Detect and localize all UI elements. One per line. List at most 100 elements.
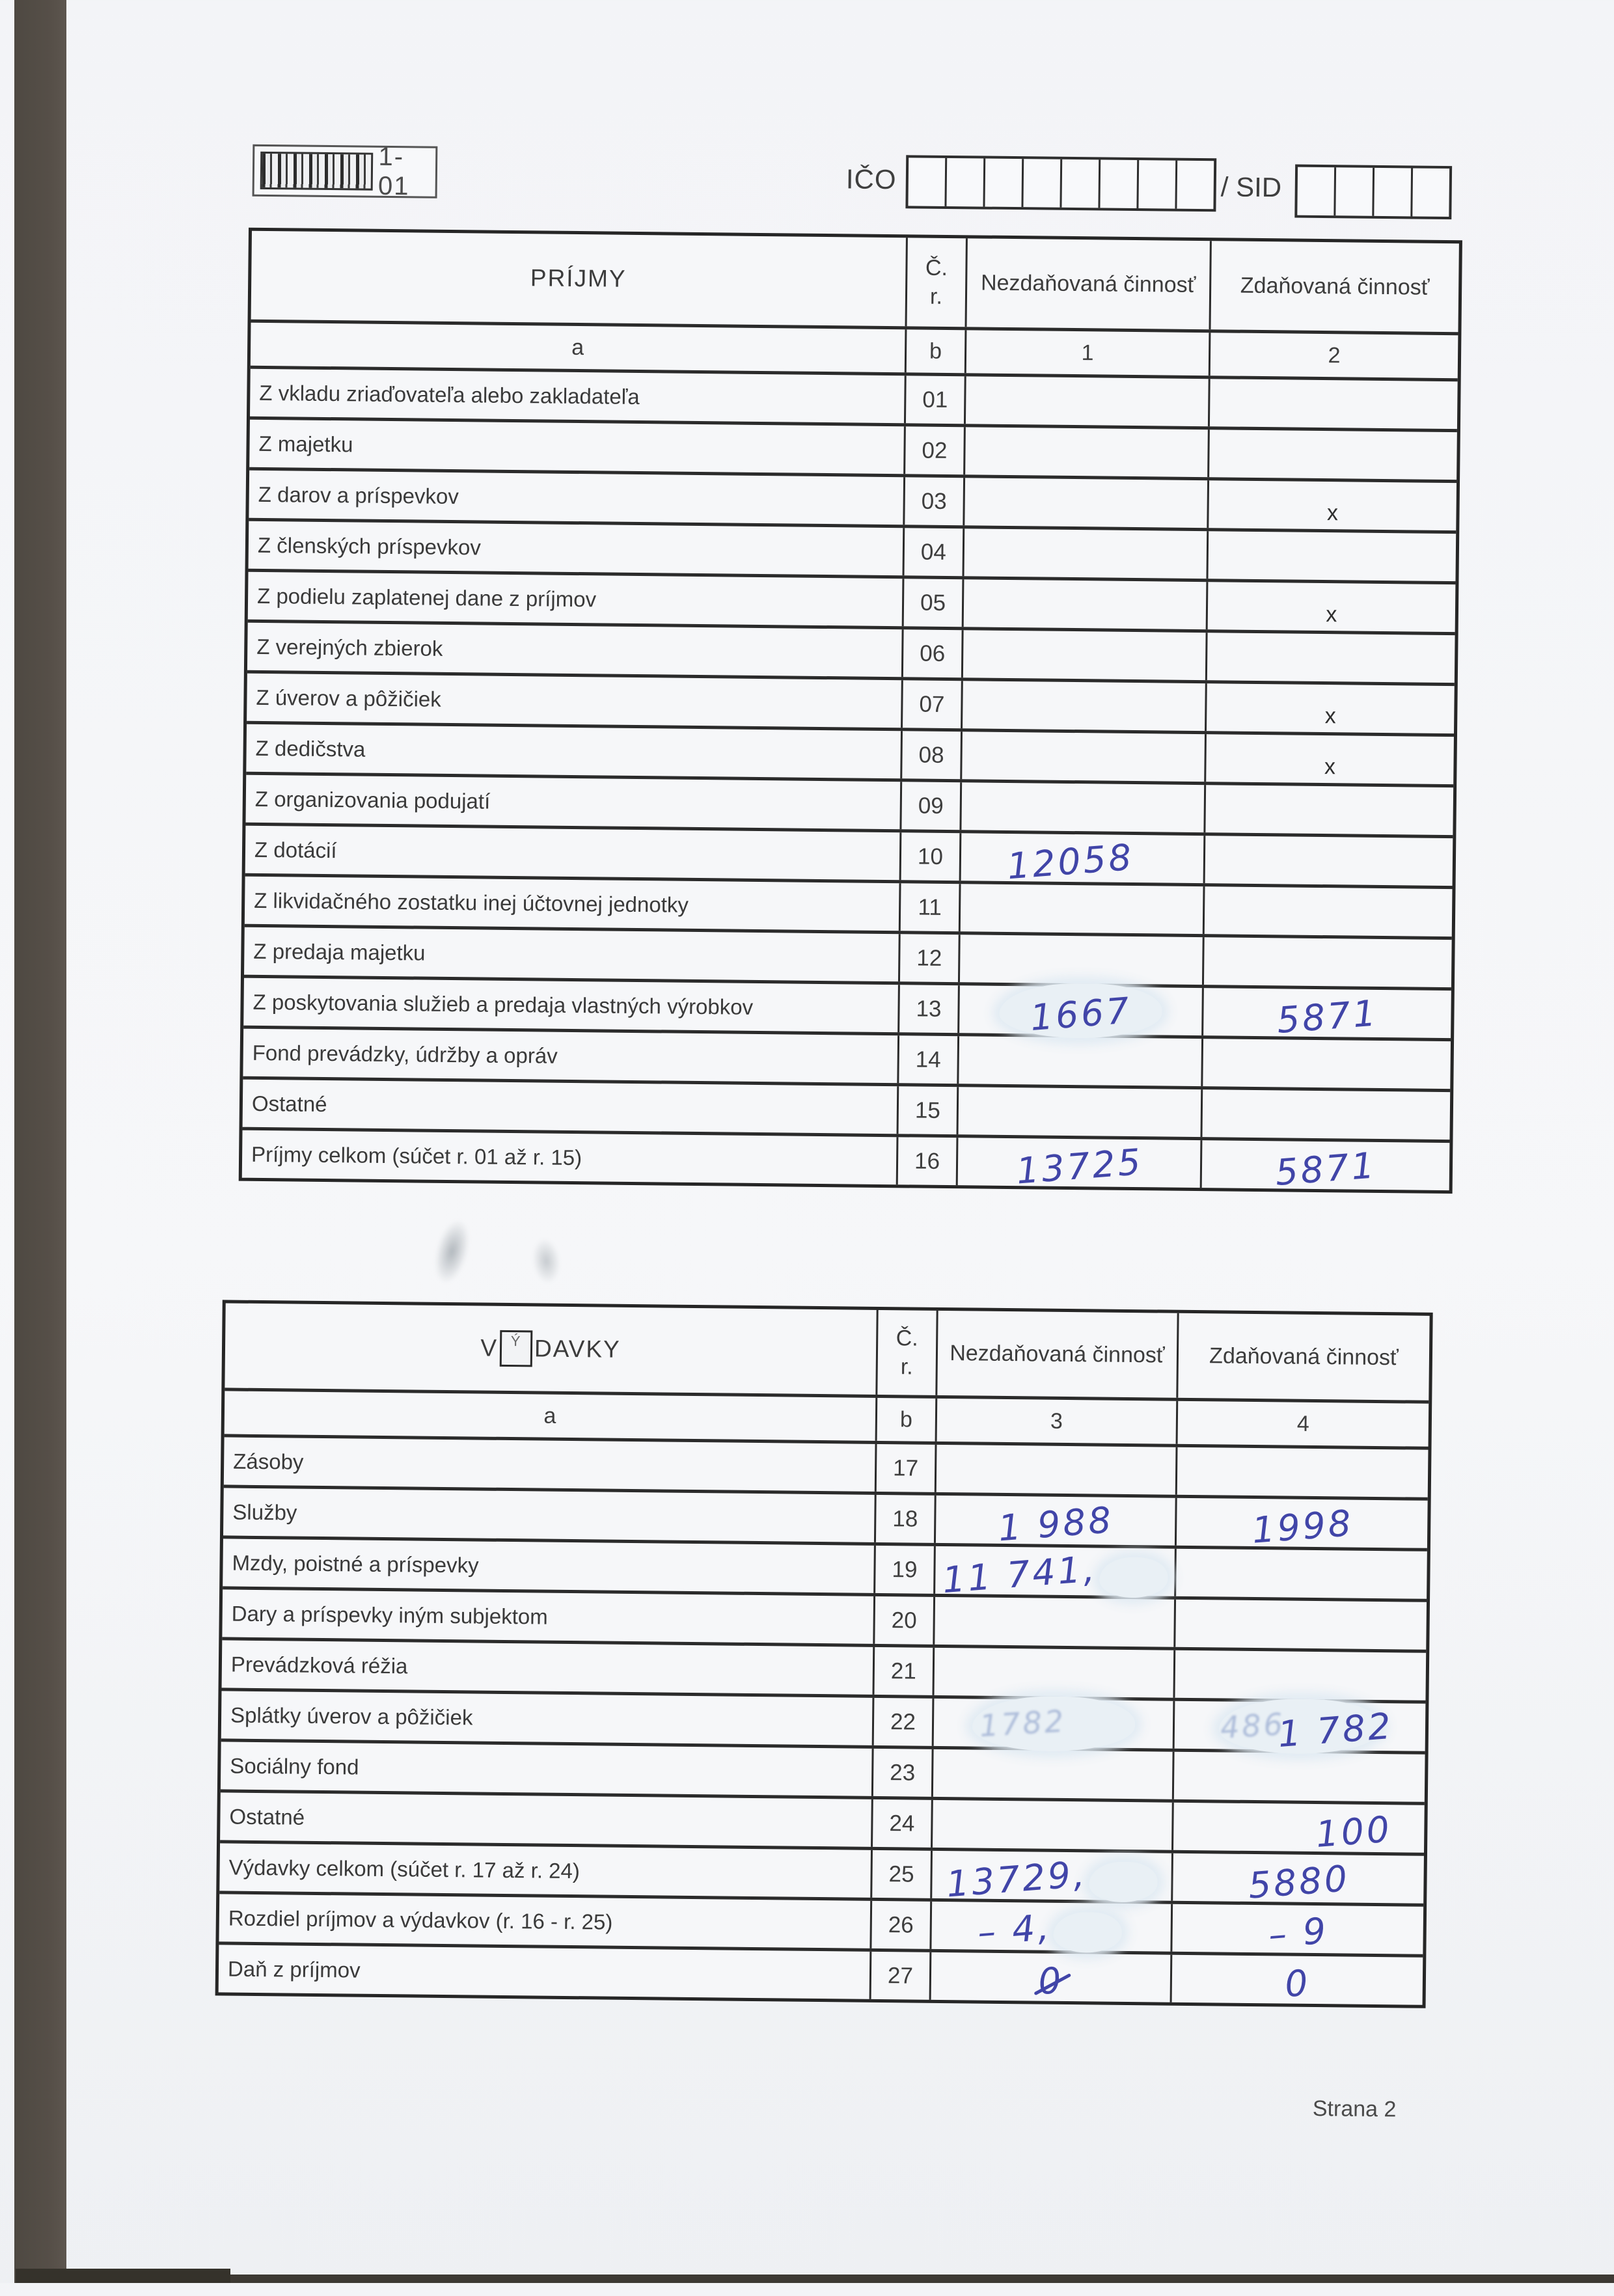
subheader-col1: 1: [964, 330, 1209, 376]
row-18-taxed-cell[interactable]: 1998: [1174, 1497, 1428, 1551]
row-13-untaxed-cell[interactable]: 1667: [957, 982, 1202, 1039]
row-05-taxed-cell[interactable]: x: [1205, 582, 1456, 633]
row-08-taxed-cell[interactable]: x: [1204, 734, 1454, 785]
row-22-untaxed-cell[interactable]: 1782: [931, 1695, 1173, 1752]
row-20-taxed-cell[interactable]: [1173, 1599, 1427, 1650]
ico-digit-box-4[interactable]: [1021, 159, 1061, 208]
row-26-taxed-cell[interactable]: – 9: [1170, 1904, 1424, 1956]
whiteout-ghost-text: 1782: [978, 1703, 1067, 1744]
row-26-untaxed-cell[interactable]: – 4,: [929, 1901, 1171, 1953]
row-05-untaxed-cell[interactable]: [961, 579, 1207, 630]
row-11-taxed-cell[interactable]: [1202, 886, 1453, 937]
row-21-taxed-cell[interactable]: [1173, 1650, 1427, 1701]
handwritten-value: 1667: [1028, 989, 1134, 1039]
row-17-untaxed-cell[interactable]: [934, 1444, 1176, 1495]
row-23-untaxed-cell[interactable]: [931, 1749, 1173, 1799]
taxed-activity-column-header: Zdaňovaná činnosť: [1209, 241, 1459, 333]
row-09-untaxed-cell[interactable]: [959, 782, 1205, 833]
ico-digit-box-1[interactable]: [908, 157, 945, 206]
row-14-taxed-cell[interactable]: [1201, 1039, 1451, 1089]
sid-digit-box-4[interactable]: [1410, 168, 1450, 217]
row-16-number: 16: [896, 1137, 957, 1186]
row-12-taxed-cell[interactable]: [1201, 937, 1452, 988]
row-24-taxed-cell[interactable]: 100: [1171, 1802, 1425, 1855]
row-04-number: 04: [902, 528, 963, 577]
row-13-taxed-cell[interactable]: 5871: [1201, 988, 1451, 1041]
sid-input-boxes[interactable]: [1294, 164, 1453, 220]
row-23-taxed-cell[interactable]: [1171, 1751, 1425, 1802]
row-10-untaxed-cell[interactable]: 12058: [959, 833, 1204, 887]
row-10-taxed-cell[interactable]: [1203, 836, 1453, 886]
row-14-untaxed-cell[interactable]: [957, 1036, 1202, 1087]
row-20-untaxed-cell[interactable]: [933, 1596, 1175, 1647]
row-18-label: Služby: [232, 1499, 297, 1525]
row-10-label: Z dotácií: [254, 837, 337, 862]
row-19-untaxed-cell[interactable]: 11 741,: [933, 1546, 1175, 1601]
row-04-taxed-cell[interactable]: [1206, 531, 1457, 582]
row-06-label: Z verejných zbierok: [256, 634, 443, 661]
handwritten-value: 1 782: [1276, 1704, 1395, 1755]
row-04-untaxed-cell[interactable]: [962, 528, 1207, 579]
row-09-taxed-cell[interactable]: [1203, 785, 1454, 836]
printed-x-mark: x: [1326, 602, 1337, 627]
row-15-taxed-cell[interactable]: [1200, 1089, 1451, 1140]
row-01-number: 01: [903, 376, 964, 424]
row-06-untaxed-cell[interactable]: [961, 630, 1206, 681]
row-22-taxed-cell[interactable]: 486 1 782: [1172, 1697, 1426, 1755]
row-15-untaxed-cell[interactable]: [956, 1087, 1201, 1138]
row-06-number: 06: [901, 629, 962, 678]
row-06-taxed-cell[interactable]: [1205, 633, 1455, 683]
row-26-label: Rozdiel príjmov a výdavkov (r. 16 - r. 2…: [228, 1906, 613, 1934]
row-01-untaxed-cell[interactable]: [963, 376, 1209, 427]
row-25-taxed-cell[interactable]: 5880: [1171, 1853, 1424, 1907]
row-18-untaxed-cell[interactable]: 1 988: [933, 1495, 1175, 1549]
form-code-stamp: 1-01: [252, 143, 438, 200]
row-01-taxed-cell[interactable]: [1207, 379, 1458, 430]
row-03-untaxed-cell[interactable]: [963, 478, 1208, 528]
row-02-taxed-cell[interactable]: [1207, 430, 1457, 480]
ico-digit-box-8[interactable]: [1175, 160, 1214, 210]
row-08-untaxed-cell[interactable]: [960, 731, 1205, 782]
row-08-number: 08: [900, 731, 961, 780]
handwritten-value: 5880: [1246, 1857, 1351, 1907]
row-27-taxed-cell[interactable]: 0: [1169, 1954, 1423, 2005]
ico-digit-box-2[interactable]: [944, 157, 984, 207]
row-24-untaxed-cell[interactable]: [931, 1799, 1172, 1850]
row-03-taxed-cell[interactable]: x: [1207, 480, 1457, 531]
row-17-taxed-cell[interactable]: [1175, 1447, 1429, 1497]
ico-digit-box-6[interactable]: [1098, 159, 1138, 209]
row-12-untaxed-cell[interactable]: [957, 935, 1203, 985]
row-21-untaxed-cell[interactable]: [932, 1647, 1174, 1698]
subheader-col4: 4: [1175, 1401, 1429, 1447]
sid-digit-box-2[interactable]: [1334, 167, 1373, 216]
scan-artifact-box: Ý: [499, 1330, 533, 1367]
ico-digit-box-7[interactable]: [1136, 160, 1176, 209]
row-19-taxed-cell[interactable]: [1174, 1548, 1427, 1599]
form-code-text: 1-01: [377, 142, 410, 201]
whiteout-patch: [1089, 1861, 1158, 1902]
row-24-label: Ostatné: [229, 1804, 305, 1829]
row-09-number: 09: [899, 782, 961, 830]
handwritten-value: 11 741,: [940, 1547, 1099, 1601]
row-27-untaxed-cell[interactable]: 0: [929, 1952, 1171, 2002]
scanner-edge-corner: [16, 2269, 230, 2283]
handwritten-value: 0: [1036, 1958, 1065, 2002]
row-25-untaxed-cell[interactable]: 13729,: [930, 1850, 1171, 1905]
row-02-untaxed-cell[interactable]: [963, 427, 1208, 478]
row-07-untaxed-cell[interactable]: [961, 681, 1205, 731]
row-16-untaxed-cell[interactable]: 13725: [955, 1138, 1201, 1192]
ico-input-boxes[interactable]: [905, 155, 1217, 212]
row-02-label: Z majetku: [258, 431, 353, 456]
ico-digit-box-5[interactable]: [1060, 159, 1099, 208]
row-16-taxed-cell[interactable]: 5871: [1199, 1140, 1450, 1194]
taxed-activity-column-header: Zdaňovaná činnosť: [1176, 1313, 1430, 1401]
printed-x-mark: x: [1326, 500, 1339, 526]
handwritten-value: 5871: [1274, 1143, 1378, 1194]
ico-label: IČO: [845, 163, 897, 195]
row-11-untaxed-cell[interactable]: [958, 884, 1203, 935]
row-12-number: 12: [897, 934, 959, 983]
row-07-taxed-cell[interactable]: x: [1205, 683, 1455, 734]
sid-digit-box-3[interactable]: [1372, 167, 1412, 217]
sid-digit-box-1[interactable]: [1297, 167, 1334, 216]
ico-digit-box-3[interactable]: [983, 158, 1022, 208]
